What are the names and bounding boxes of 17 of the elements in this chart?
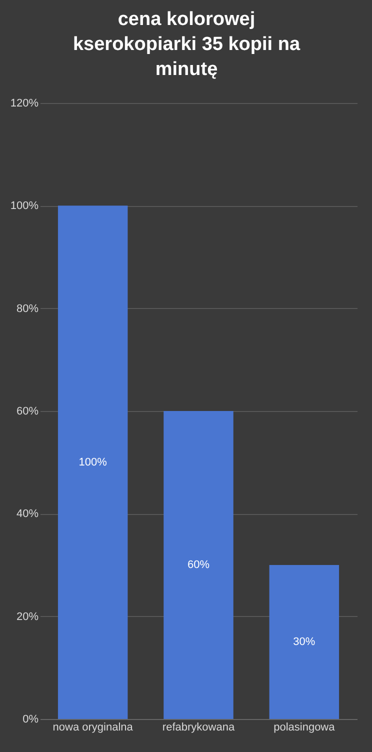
data-label: 60% bbox=[187, 559, 210, 571]
x-tick-label: refabrykowana bbox=[162, 722, 236, 734]
bar bbox=[164, 411, 234, 719]
y-tick-label: 60% bbox=[16, 406, 39, 418]
y-tick-label: 40% bbox=[16, 508, 39, 520]
bar bbox=[58, 206, 128, 719]
bar bbox=[269, 565, 340, 719]
y-tick-label: 80% bbox=[16, 302, 39, 315]
y-tick-label: 20% bbox=[16, 610, 39, 623]
x-tick-label: polasingowa bbox=[274, 722, 336, 734]
x-tick-label: nowa oryginalna bbox=[52, 722, 134, 734]
data-label: 30% bbox=[293, 636, 316, 648]
chart-title: cena kolorowej kserokopiarki 35 kopii na minutę bbox=[72, 9, 300, 80]
y-tick-label: 100% bbox=[10, 200, 39, 212]
y-tick-label: 0% bbox=[22, 714, 39, 726]
y-tick-label: 120% bbox=[10, 98, 39, 110]
data-label: 100% bbox=[78, 456, 108, 468]
